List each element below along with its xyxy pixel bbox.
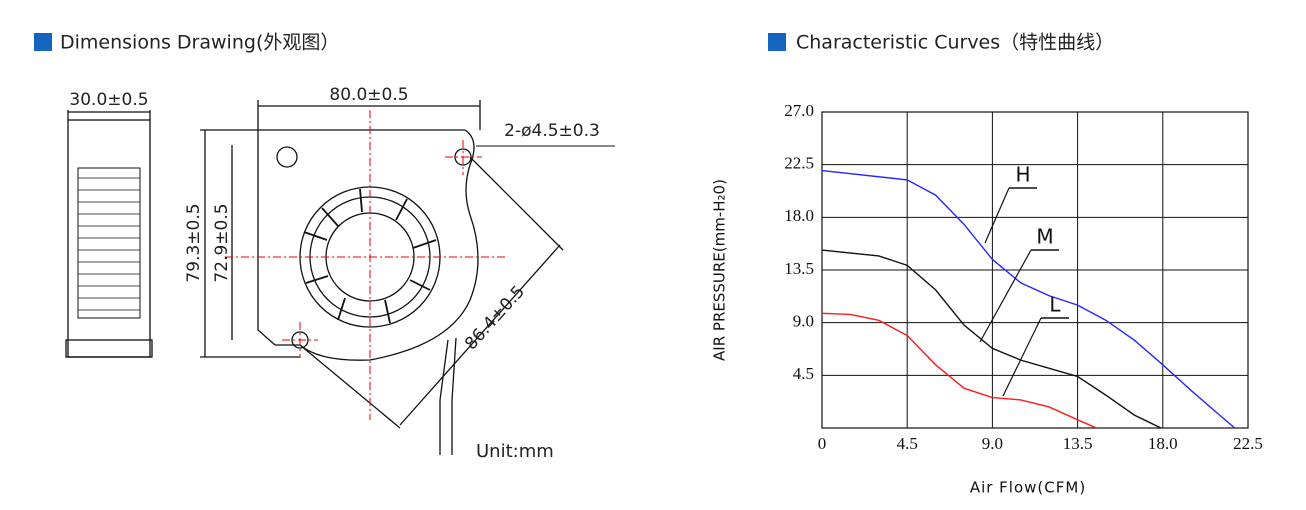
- unit-label: Unit:mm: [476, 441, 554, 462]
- fan-drawing: [65, 100, 615, 455]
- y-tick-label: 9.0: [793, 312, 814, 331]
- curve-label: H: [1015, 163, 1030, 187]
- x-axis-title: Air Flow(CFM): [970, 479, 1086, 497]
- curve-label: M: [1036, 225, 1053, 249]
- label-leader: [979, 249, 1032, 343]
- x-tick-label: 13.5: [1063, 434, 1093, 453]
- label-leader: [1002, 317, 1042, 397]
- y-tick-label: 13.5: [784, 259, 814, 278]
- curve: [821, 249, 1162, 429]
- x-tick-label: 0: [818, 434, 827, 453]
- dimension-label: 79.3±0.5: [184, 203, 204, 282]
- dimension-label: 72.9±0.5: [212, 203, 232, 282]
- title-icon: [768, 33, 786, 51]
- curve: [821, 169, 1236, 429]
- curve: [821, 312, 1097, 429]
- title-icon: [34, 33, 52, 51]
- center-lines: [225, 110, 505, 420]
- dimension-label: 80.0±0.5: [329, 85, 408, 105]
- y-tick-label: 18.0: [784, 206, 814, 225]
- y-tick-label: 27.0: [784, 101, 814, 120]
- y-tick-label: 22.5: [784, 154, 814, 173]
- y-axis-title: AIR PRESSURE(mm-H₂0): [711, 179, 729, 361]
- drawing-title: Dimensions Drawing(外观图）: [60, 32, 339, 54]
- chart-title: Characteristic Curves（特性曲线）: [796, 32, 1114, 54]
- x-tick-label: 9.0: [982, 434, 1003, 453]
- label-leader: [984, 187, 1010, 244]
- dimension-label: 2-ø4.5±0.3: [504, 121, 600, 141]
- dimension-label: 86.4±0.5: [461, 282, 529, 354]
- y-tick-label: 4.5: [793, 364, 814, 383]
- x-tick-label: 22.5: [1233, 434, 1263, 453]
- curve-label: L: [1049, 293, 1061, 317]
- x-tick-label: 18.0: [1148, 434, 1178, 453]
- x-tick-label: 4.5: [897, 434, 918, 453]
- dimension-label: 30.0±0.5: [69, 90, 148, 110]
